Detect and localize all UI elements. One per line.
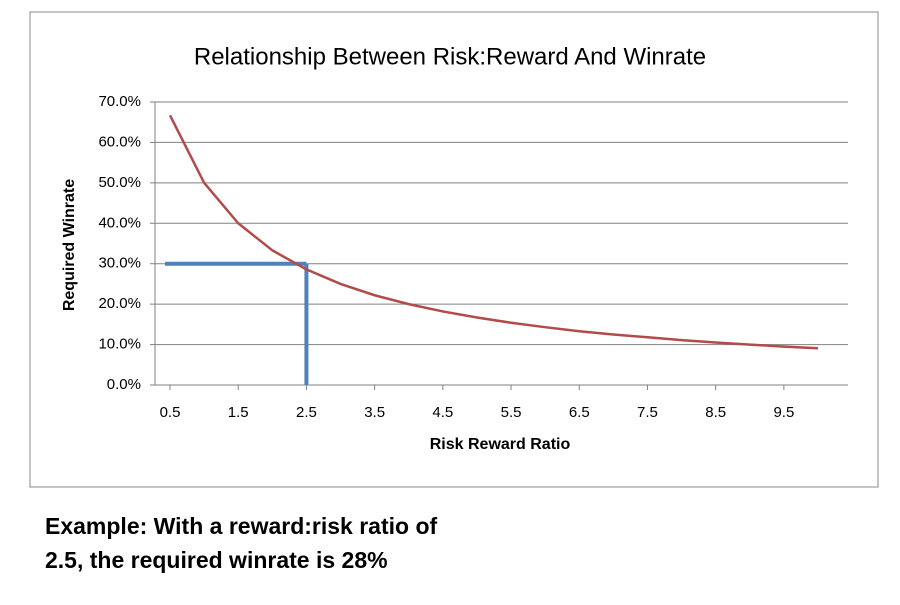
x-tick-label: 0.5 — [160, 404, 181, 421]
x-tick-label: 5.5 — [501, 404, 522, 421]
chart-frame — [29, 11, 879, 488]
caption-line: 2.5, the required winrate is 28% — [45, 547, 388, 573]
x-tick-label: 6.5 — [569, 404, 590, 421]
x-tick-label: 7.5 — [637, 404, 658, 421]
x-tick-label: 4.5 — [432, 404, 453, 421]
y-tick-label: 20.0% — [98, 295, 141, 312]
y-tick-label: 70.0% — [98, 93, 141, 110]
x-tick-label: 9.5 — [773, 404, 794, 421]
x-tick-label: 3.5 — [364, 404, 385, 421]
y-tick-label: 10.0% — [98, 336, 141, 353]
series-line — [168, 114, 819, 350]
y-tick-label: 60.0% — [98, 133, 141, 150]
x-axis-title: Risk Reward Ratio — [430, 436, 571, 453]
y-axis-title: Required Winrate — [61, 179, 78, 311]
x-tick-label: 1.5 — [228, 404, 249, 421]
y-tick-label: 50.0% — [98, 174, 141, 191]
caption-line: Example: With a reward:risk ratio of — [45, 513, 438, 539]
y-tick-label: 0.0% — [107, 376, 141, 393]
x-tick-label: 8.5 — [705, 404, 726, 421]
chart-title: Relationship Between Risk:Reward And Win… — [194, 43, 706, 70]
x-tick-label: 2.5 — [296, 404, 317, 421]
y-tick-label: 40.0% — [98, 214, 141, 231]
y-tick-label: 30.0% — [98, 255, 141, 272]
